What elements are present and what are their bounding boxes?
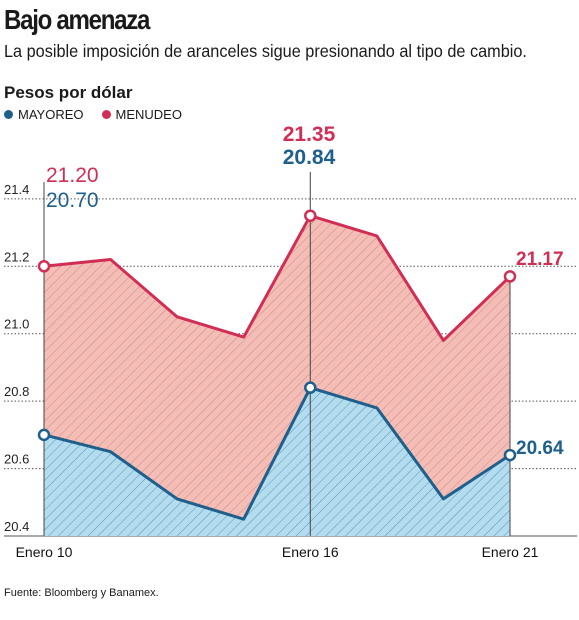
x-tick-label: Enero 10: [16, 544, 73, 560]
legend-item-menudeo: MENUDEO: [101, 107, 182, 122]
menudeo-line: [43, 214, 512, 342]
chart-subtitle: La posible imposición de aranceles sigue…: [4, 41, 527, 61]
legend-dot-mayoreo: [4, 110, 13, 119]
legend-label-mayoreo: MAYOREO: [18, 107, 84, 122]
y-tick-label: 21.4: [4, 182, 29, 197]
source-note: Fuente: Bloomberg y Banamex.: [4, 587, 159, 599]
mayoreo-point: [37, 428, 51, 442]
menudeo-label-mid: 21.35: [283, 123, 336, 146]
x-tick-label: Enero 21: [482, 544, 539, 560]
mayoreo-label-start: 20.70: [46, 189, 99, 212]
legend-dot-menudeo: [101, 110, 111, 119]
mayoreo-label-mid: 20.84: [283, 146, 336, 169]
y-tick-label: 21.2: [4, 249, 29, 264]
y-tick-label: 20.4: [4, 519, 29, 534]
mayoreo-point: [304, 381, 317, 394]
menudeo-label-start: 21.20: [46, 164, 99, 187]
y-tick-label: 20.8: [4, 384, 29, 399]
menudeo-point: [37, 260, 51, 273]
mayoreo-point: [503, 448, 517, 462]
menudeo-label-end: 21.17: [516, 249, 564, 270]
legend-item-mayoreo: MAYOREO: [4, 107, 84, 122]
mayoreo-area: [44, 387, 510, 536]
y-tick-label: 20.6: [4, 452, 29, 467]
mayoreo-label-end: 20.64: [516, 438, 564, 459]
y-tick-label: 21.0: [4, 317, 29, 332]
mayoreo-line: [43, 386, 511, 521]
y-axis-label: Pesos por dólar: [4, 83, 133, 102]
chart-title: Bajo amenaza: [4, 4, 150, 35]
legend-label-menudeo: MENUDEO: [115, 107, 182, 122]
menudeo-point: [503, 270, 517, 283]
menudeo-point: [304, 209, 317, 222]
menudeo-area: [44, 215, 510, 520]
legend: MAYOREO MENUDEO: [4, 107, 182, 122]
x-tick-label: Enero 16: [282, 544, 339, 560]
